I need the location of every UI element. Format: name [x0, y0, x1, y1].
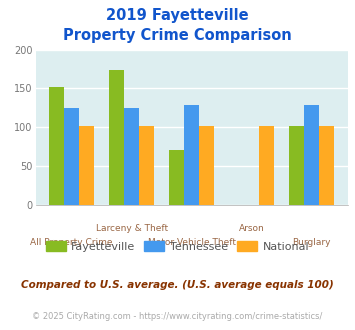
Bar [259, 126, 274, 205]
Text: 2019 Fayetteville: 2019 Fayetteville [106, 8, 249, 23]
Text: Burglary: Burglary [293, 238, 331, 247]
Text: All Property Crime: All Property Crime [30, 238, 113, 247]
Bar [79, 126, 94, 205]
Bar [199, 126, 214, 205]
Text: Arson: Arson [239, 224, 264, 233]
Bar [124, 108, 139, 205]
Bar [184, 105, 199, 205]
Bar [169, 149, 184, 205]
Text: Larceny & Theft: Larceny & Theft [95, 224, 168, 233]
Text: Motor Vehicle Theft: Motor Vehicle Theft [148, 238, 236, 247]
Legend: Fayetteville, Tennessee, National: Fayetteville, Tennessee, National [41, 237, 314, 256]
Bar [320, 126, 334, 205]
Bar [64, 108, 79, 205]
Bar [304, 105, 320, 205]
Bar [49, 87, 64, 205]
Bar [289, 126, 304, 205]
Text: © 2025 CityRating.com - https://www.cityrating.com/crime-statistics/: © 2025 CityRating.com - https://www.city… [32, 312, 323, 321]
Text: Compared to U.S. average. (U.S. average equals 100): Compared to U.S. average. (U.S. average … [21, 280, 334, 290]
Bar [139, 126, 154, 205]
Text: Property Crime Comparison: Property Crime Comparison [63, 28, 292, 43]
Bar [109, 70, 124, 205]
